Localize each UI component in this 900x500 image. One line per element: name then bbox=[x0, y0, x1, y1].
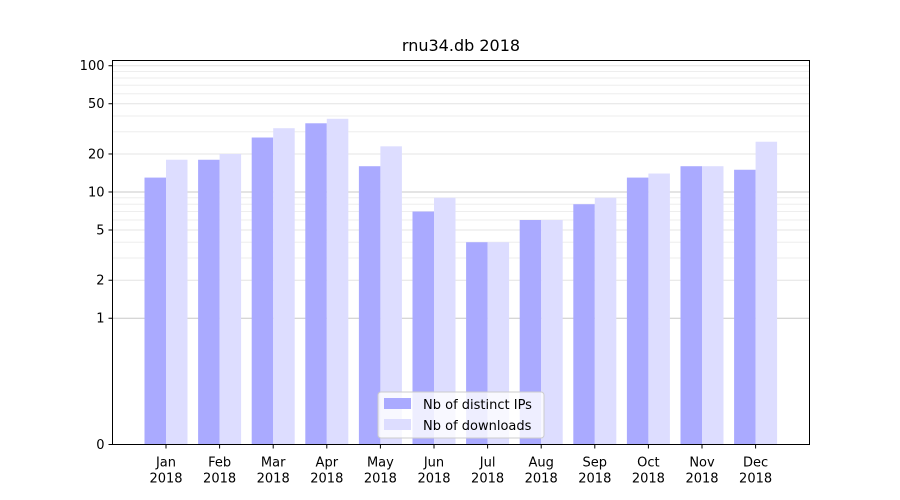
x-tick-label-month: Feb bbox=[208, 456, 231, 471]
x-tick-label-year: 2018 bbox=[525, 472, 558, 487]
y-tick-label: 100 bbox=[80, 59, 105, 74]
bar-distinct-ips-aug bbox=[519, 219, 542, 445]
legend: Nb of distinct IPs Nb of downloads bbox=[377, 391, 545, 439]
bar-distinct-ips-feb bbox=[198, 159, 220, 445]
y-tick-label: 0 bbox=[96, 438, 104, 453]
x-tick-label-year: 2018 bbox=[471, 472, 504, 487]
bar-downloads-sep bbox=[594, 197, 617, 445]
x-tick-label-month: Sep bbox=[583, 456, 608, 471]
y-tick-label: 2 bbox=[96, 274, 104, 289]
x-tick-label-month: Jul bbox=[479, 456, 496, 471]
x-tick-label-month: Aug bbox=[529, 456, 554, 471]
y-axis: 0 1 2 5 10 20 50 100 bbox=[80, 59, 113, 453]
x-tick-label-month: Mar bbox=[261, 456, 286, 471]
bar-distinct-ips-oct bbox=[626, 177, 649, 445]
y-tick-label: 10 bbox=[88, 185, 105, 200]
x-tick-label-month: May bbox=[367, 456, 394, 471]
legend-label-downloads: Nb of downloads bbox=[423, 419, 532, 434]
x-axis: Jan2018Feb2018Mar2018Apr2018May2018Jun20… bbox=[149, 444, 772, 487]
x-tick-label-month: Dec bbox=[743, 456, 768, 471]
bar-downloads-jan bbox=[166, 159, 188, 445]
plot-frame bbox=[112, 60, 810, 445]
x-tick-label-year: 2018 bbox=[685, 472, 718, 487]
x-tick-label-month: Apr bbox=[316, 456, 339, 471]
x-tick-label-year: 2018 bbox=[310, 472, 343, 487]
bar-downloads-aug bbox=[541, 219, 563, 445]
x-tick-label-month: Oct bbox=[637, 456, 659, 471]
bar-distinct-ips-sep bbox=[573, 204, 595, 445]
x-tick-label-year: 2018 bbox=[739, 472, 772, 487]
legend-box bbox=[377, 391, 545, 439]
bar-downloads-mar bbox=[273, 128, 295, 445]
bar-downloads-nov bbox=[702, 166, 724, 445]
bar-downloads-apr bbox=[326, 118, 349, 445]
bar-distinct-ips-apr bbox=[305, 123, 327, 445]
y-tick-label: 1 bbox=[96, 312, 104, 327]
bar-distinct-ips-nov bbox=[680, 166, 702, 445]
legend-swatch-distinct-ips bbox=[384, 398, 411, 409]
y-tick-label: 5 bbox=[96, 223, 104, 238]
bar-distinct-ips-dec bbox=[734, 169, 756, 445]
x-tick-label-year: 2018 bbox=[257, 472, 290, 487]
bar-downloads-jun bbox=[434, 197, 456, 445]
x-tick-label-year: 2018 bbox=[578, 472, 611, 487]
x-tick-label-month: Jun bbox=[423, 456, 444, 471]
chart-title: rnu34.db 2018 bbox=[402, 36, 520, 55]
bar-downloads-may bbox=[380, 146, 402, 445]
bar-distinct-ips-mar bbox=[251, 137, 274, 445]
bar-downloads-feb bbox=[219, 153, 242, 445]
x-tick-label-year: 2018 bbox=[149, 472, 182, 487]
x-tick-label-year: 2018 bbox=[203, 472, 236, 487]
y-tick-label: 20 bbox=[88, 147, 105, 162]
y-tick-label: 50 bbox=[88, 97, 105, 112]
x-tick-label-month: Jan bbox=[155, 456, 176, 471]
bar-distinct-ips-jun bbox=[412, 211, 434, 445]
legend-label-distinct-ips: Nb of distinct IPs bbox=[423, 398, 532, 413]
x-tick-label-month: Nov bbox=[689, 456, 715, 471]
bar-distinct-ips-jan bbox=[144, 177, 166, 445]
bars bbox=[144, 118, 778, 445]
x-tick-label-year: 2018 bbox=[632, 472, 665, 487]
x-tick-label-year: 2018 bbox=[364, 472, 397, 487]
legend-swatch-downloads bbox=[384, 419, 411, 430]
bar-downloads-oct bbox=[648, 173, 670, 445]
bar-distinct-ips-may bbox=[358, 166, 381, 445]
bar-downloads-dec bbox=[755, 141, 778, 445]
x-tick-label-year: 2018 bbox=[417, 472, 450, 487]
